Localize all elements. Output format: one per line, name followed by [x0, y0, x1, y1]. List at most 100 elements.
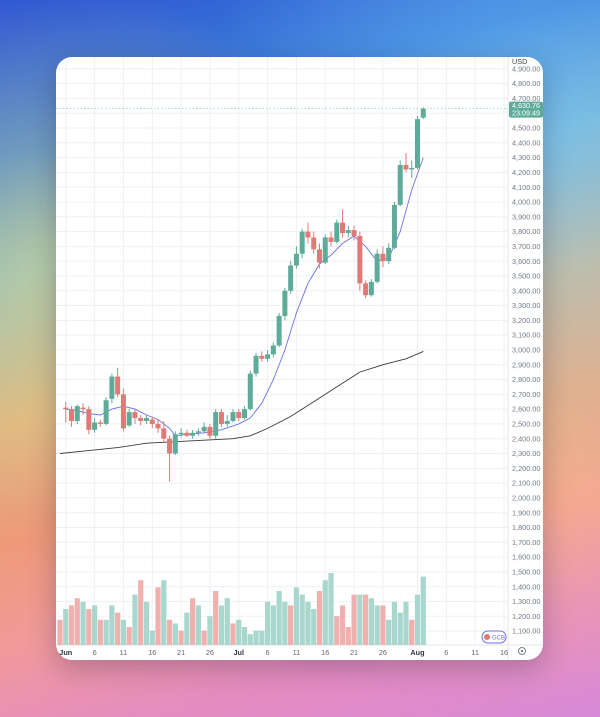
- candle[interactable]: [115, 367, 121, 398]
- volume-bar: [339, 605, 346, 645]
- candle[interactable]: [178, 428, 184, 438]
- candle[interactable]: [109, 373, 115, 404]
- volume-bar: [178, 630, 184, 645]
- candle[interactable]: [282, 287, 288, 321]
- candle[interactable]: [161, 420, 167, 442]
- settings-gear-icon[interactable]: [518, 647, 526, 655]
- candle[interactable]: [265, 349, 271, 362]
- candle[interactable]: [74, 404, 80, 424]
- candle[interactable]: [334, 219, 340, 244]
- candle-body: [420, 108, 426, 118]
- candle[interactable]: [305, 222, 311, 244]
- candle[interactable]: [167, 435, 173, 482]
- candle-body: [345, 230, 351, 234]
- candle[interactable]: [236, 409, 242, 421]
- candle[interactable]: [172, 431, 178, 455]
- candle[interactable]: [351, 225, 357, 241]
- x-tick-label: Jul: [233, 648, 244, 657]
- candle-body: [195, 431, 201, 433]
- y-tick-label: 4,800.00: [512, 79, 540, 88]
- candle[interactable]: [403, 153, 409, 173]
- candle[interactable]: [69, 406, 75, 427]
- candle[interactable]: [386, 243, 392, 265]
- y-tick-label: 4,900.00: [512, 64, 540, 73]
- candle[interactable]: [322, 234, 328, 265]
- candle[interactable]: [368, 278, 374, 297]
- candle[interactable]: [149, 416, 155, 429]
- candle[interactable]: [138, 415, 144, 426]
- candlestick-chart[interactable]: USD4,900.004,800.004,700.004,600.004,500…: [56, 57, 543, 660]
- x-tick-label: 16: [321, 648, 329, 657]
- candle[interactable]: [190, 429, 196, 439]
- x-tick-label: 11: [471, 648, 479, 657]
- candle[interactable]: [340, 209, 346, 238]
- candle[interactable]: [270, 342, 276, 358]
- candle[interactable]: [374, 249, 380, 284]
- candle[interactable]: [345, 225, 351, 238]
- candle[interactable]: [120, 388, 126, 432]
- volume-bar: [172, 623, 178, 645]
- candle[interactable]: [86, 406, 92, 435]
- volume-bar: [351, 594, 357, 645]
- last-price-label: 4,630.76: [512, 101, 540, 110]
- candle[interactable]: [126, 409, 132, 427]
- candle[interactable]: [316, 243, 322, 269]
- volume-bar: [184, 612, 190, 645]
- candle-body: [155, 423, 161, 429]
- candle[interactable]: [259, 351, 265, 362]
- x-axis[interactable]: Jun 6 11 16 21 26 Jul 6 11 16 21 26 Aug 6 11 16: [59, 648, 508, 657]
- candle[interactable]: [357, 231, 363, 291]
- candle-body: [282, 290, 288, 316]
- volume-bar: [109, 605, 115, 645]
- candle[interactable]: [103, 397, 109, 426]
- candle[interactable]: [420, 107, 426, 120]
- candle[interactable]: [288, 261, 294, 294]
- candle[interactable]: [242, 406, 248, 420]
- volume-bar: [132, 594, 138, 645]
- candle[interactable]: [207, 423, 213, 441]
- y-tick-label: 1,400.00: [512, 582, 540, 591]
- candle-body: [149, 419, 155, 424]
- candle[interactable]: [224, 415, 230, 427]
- volume-bar: [345, 627, 351, 645]
- candle-body: [259, 355, 265, 359]
- candle[interactable]: [363, 280, 369, 299]
- candle[interactable]: [201, 422, 207, 433]
- candle[interactable]: [380, 246, 386, 268]
- x-tick-label: 26: [206, 648, 214, 657]
- candle[interactable]: [92, 418, 98, 433]
- candle[interactable]: [293, 246, 299, 269]
- candle[interactable]: [391, 201, 397, 250]
- candle[interactable]: [230, 409, 236, 423]
- candle-body: [80, 407, 86, 410]
- candle[interactable]: [143, 415, 149, 424]
- candle[interactable]: [195, 428, 201, 436]
- candle[interactable]: [247, 370, 253, 411]
- y-tick-label: 1,100.00: [512, 627, 540, 636]
- candle[interactable]: [253, 352, 259, 377]
- candle[interactable]: [80, 403, 86, 416]
- candle[interactable]: [218, 409, 224, 427]
- candle[interactable]: [276, 312, 282, 347]
- y-tick-label: 2,000.00: [512, 494, 540, 503]
- candle[interactable]: [184, 429, 190, 438]
- candle[interactable]: [397, 160, 403, 207]
- candle[interactable]: [97, 419, 103, 427]
- x-tick-label: 26: [379, 648, 387, 657]
- candle-body: [265, 354, 271, 359]
- candle[interactable]: [299, 228, 305, 259]
- y-tick-label: 2,500.00: [512, 420, 540, 429]
- candle[interactable]: [311, 231, 317, 254]
- candle[interactable]: [132, 409, 138, 424]
- candle[interactable]: [213, 409, 219, 439]
- y-tick-label: 2,300.00: [512, 449, 540, 458]
- indicator-badge[interactable]: [481, 630, 507, 644]
- candle[interactable]: [415, 116, 421, 170]
- volume-bar: [115, 612, 121, 645]
- candle[interactable]: [328, 231, 334, 247]
- y-axis[interactable]: USD4,900.004,800.004,700.004,600.004,500…: [512, 57, 540, 636]
- candle[interactable]: [409, 160, 415, 179]
- candle[interactable]: [63, 401, 69, 423]
- candle[interactable]: [155, 419, 161, 433]
- candle-body: [92, 422, 98, 430]
